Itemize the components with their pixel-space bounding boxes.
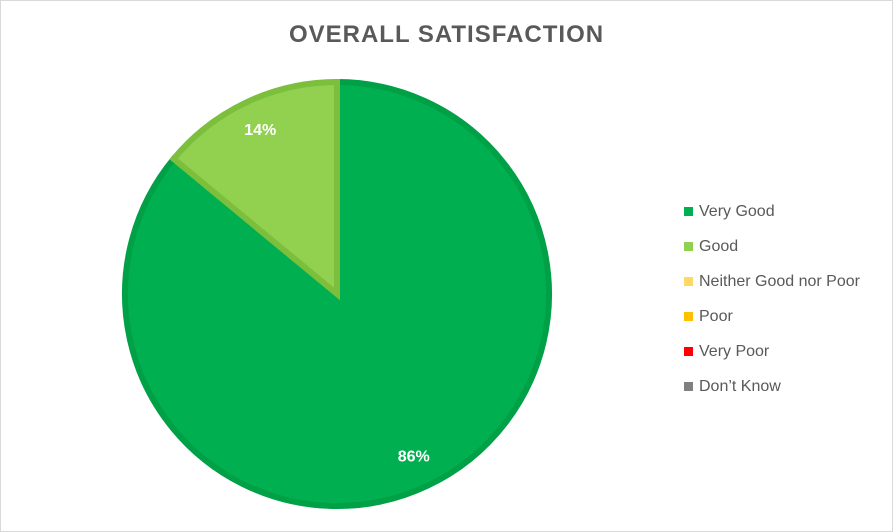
legend-swatch bbox=[684, 382, 693, 391]
legend-swatch bbox=[684, 312, 693, 321]
chart-title: OVERALL SATISFACTION bbox=[288, 21, 605, 48]
legend: Very Good Good Neither Good nor Poor Poor Ve… bbox=[684, 194, 860, 404]
legend-item: Good bbox=[684, 229, 860, 264]
legend-label: Neither Good nor Poor bbox=[699, 272, 860, 290]
legend-swatch bbox=[684, 207, 693, 216]
legend-item: Don’t Know bbox=[684, 369, 860, 404]
legend-label: Very Good bbox=[699, 202, 775, 220]
legend-item: Poor bbox=[684, 299, 860, 334]
legend-label: Very Poor bbox=[699, 342, 770, 360]
legend-swatch bbox=[684, 347, 693, 356]
legend-item: Very Good bbox=[684, 194, 860, 229]
legend-label: Poor bbox=[699, 307, 733, 325]
legend-item: Very Poor bbox=[684, 334, 860, 369]
data-label: 86% bbox=[398, 448, 430, 465]
pie-slice-good bbox=[169, 78, 340, 301]
legend-swatch bbox=[684, 242, 693, 251]
legend-label: Don’t Know bbox=[699, 377, 781, 395]
legend-swatch bbox=[684, 277, 693, 286]
legend-item: Neither Good nor Poor bbox=[684, 264, 860, 299]
legend-label: Good bbox=[699, 237, 739, 255]
data-label: 14% bbox=[244, 122, 276, 139]
